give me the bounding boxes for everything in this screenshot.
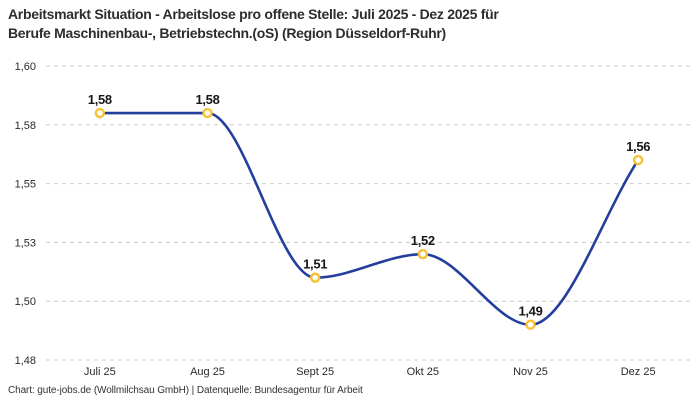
x-tick-label: Juli 25 xyxy=(84,366,116,378)
data-point-marker xyxy=(525,319,536,330)
data-point-marker xyxy=(632,154,644,166)
chart-attribution: Chart: gute-jobs.de (Wollmilchsau GmbH) … xyxy=(8,385,363,396)
data-point-label: 1,56 xyxy=(626,139,650,154)
series-line xyxy=(98,111,640,327)
chart-title-line2: Berufe Maschinenbau-, Betriebstechn.(oS)… xyxy=(8,25,446,41)
y-tick-label: 1,58 xyxy=(15,120,36,132)
data-point-marker xyxy=(309,272,321,283)
data-point-marker xyxy=(417,248,429,260)
data-point-label: 1,52 xyxy=(411,233,435,248)
chart-title: Arbeitsmarkt Situation - Arbeitslose pro… xyxy=(8,5,694,43)
data-point-label: 1,58 xyxy=(88,92,112,107)
y-tick-label: 1,55 xyxy=(15,179,36,191)
data-point-label: 1,49 xyxy=(518,304,542,319)
x-tick-label: Dez 25 xyxy=(621,366,656,378)
y-tick-label: 1,50 xyxy=(15,296,36,308)
chart-title-line1: Arbeitsmarkt Situation - Arbeitslose pro… xyxy=(8,6,499,22)
y-tick-label: 1,53 xyxy=(15,237,36,249)
x-tick-label: Aug 25 xyxy=(190,366,225,378)
x-tick-label: Okt 25 xyxy=(407,366,439,378)
x-tick-label: Sept 25 xyxy=(296,366,334,378)
data-point-label: 1,51 xyxy=(303,257,327,272)
data-point-marker xyxy=(94,107,106,119)
x-tick-label: Nov 25 xyxy=(513,366,548,378)
y-tick-label: 1,48 xyxy=(15,355,36,367)
y-tick-label: 1,60 xyxy=(15,61,36,73)
data-point-marker xyxy=(202,107,213,119)
data-point-label: 1,58 xyxy=(195,92,219,107)
